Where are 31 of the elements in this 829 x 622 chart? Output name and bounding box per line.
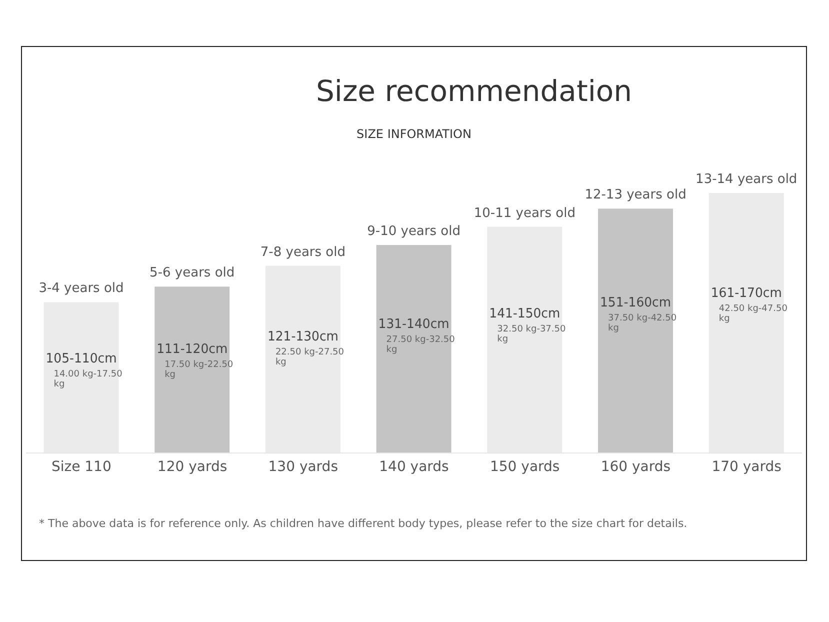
- annotation: 42.50 kg-47.50 kg: [718, 304, 788, 324]
- x-tick-label: 170 yards: [712, 458, 782, 475]
- annotation: 10-11 years old: [474, 206, 576, 221]
- text: 13-14 years old: [696, 172, 798, 187]
- annotation: 105-110cm: [46, 352, 120, 367]
- annotation: 161-170cm: [710, 286, 786, 301]
- annotation: 17.50 kg-22.50 kg: [164, 360, 234, 380]
- annotation: 37.50 kg-42.50 kg: [608, 313, 677, 334]
- annotation: 9-10 years old: [367, 224, 460, 239]
- annotation: 5-6 years old: [150, 266, 235, 281]
- annotation: 121-130cm: [267, 330, 342, 345]
- annotation: 3-4 years old: [38, 281, 124, 296]
- text: * The above data is for reference only. As children have different body types, please refer to the size chart for details.: [39, 517, 688, 530]
- annotation: 7-8 years old: [260, 244, 346, 260]
- x-tick-label: 150 yards: [490, 458, 560, 475]
- x-tick-label: 160 yards: [600, 458, 671, 475]
- x-tick-label: 120 yards: [157, 458, 228, 475]
- annotation: 151-160cm: [600, 295, 674, 310]
- annotation: 111-120cm: [156, 342, 231, 358]
- annotation: 22.50 kg-27.50 kg: [275, 348, 344, 368]
- chart-subtitle: SIZE INFORMATION: [356, 127, 472, 141]
- x-tick-label: 130 yards: [268, 458, 338, 475]
- x-tick-label: 140 yards: [379, 458, 449, 475]
- annotation: 12-13 years old: [584, 188, 686, 203]
- annotation: 141-150cm: [489, 306, 564, 322]
- annotation: 131-140cm: [378, 317, 452, 332]
- annotation: 32.50 kg-37.50 kg: [497, 324, 566, 344]
- annotation: 27.50 kg-32.50 kg: [386, 335, 456, 356]
- annotation: 14.00 kg-17.50 kg: [54, 370, 123, 390]
- x-tick-label: Size 110: [51, 458, 112, 475]
- chart-title: Size recommendation: [316, 74, 632, 108]
